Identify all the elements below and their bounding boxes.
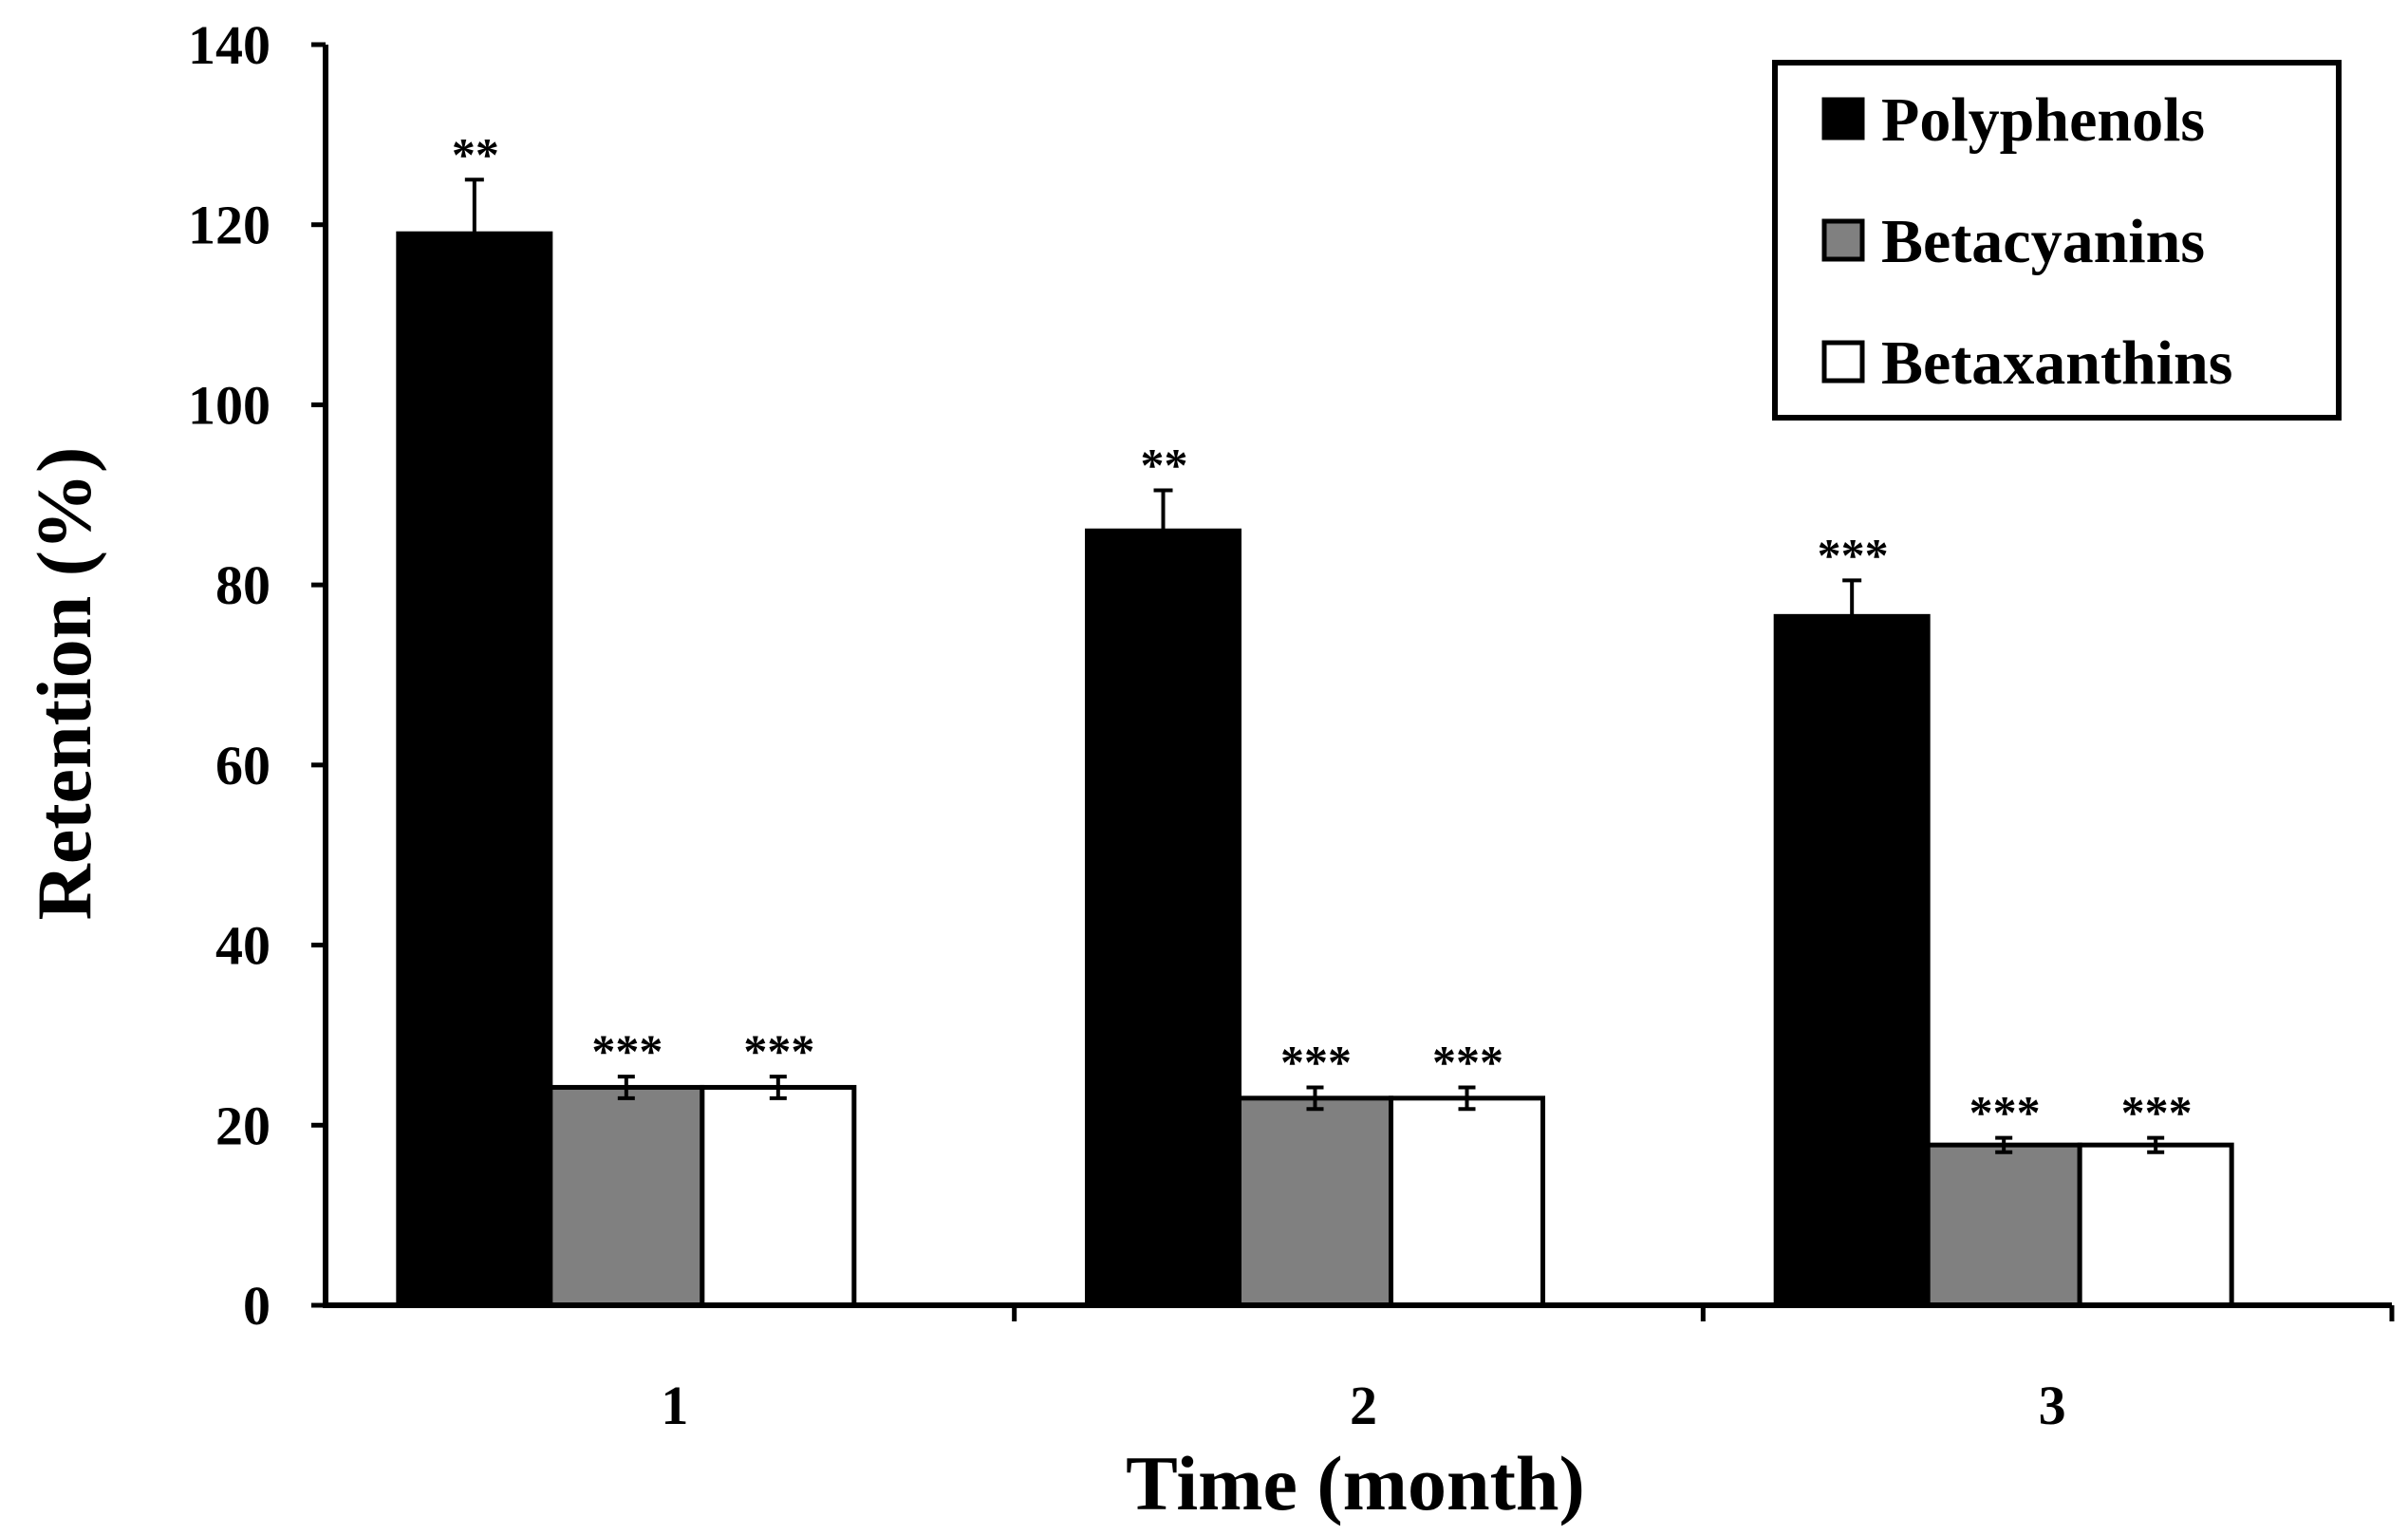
y-tick-label: 140	[188, 14, 271, 76]
bar-betaxanthins	[2077, 1142, 2234, 1308]
y-tick-label: 40	[215, 915, 271, 977]
significance-label: ***	[1969, 1086, 2041, 1139]
bar-polyphenols	[1773, 613, 1931, 1308]
legend: Polyphenols Betacyanins Betaxanthins	[1772, 60, 2342, 421]
y-tick-label: 100	[188, 374, 271, 436]
bar-polyphenols	[396, 231, 553, 1308]
significance-label: ***	[591, 1024, 663, 1077]
axes-layer	[323, 45, 2392, 1308]
bar-polyphenols	[1085, 528, 1241, 1308]
significance-label: ***	[1432, 1035, 1503, 1088]
x-tick-label: 3	[2039, 1375, 2066, 1436]
bar-betaxanthins	[700, 1084, 857, 1308]
x-axis-title: Time (month)	[1126, 1440, 1585, 1526]
y-tick-label: 0	[243, 1275, 271, 1337]
bars-layer: ***** ******** ********* ***	[396, 127, 2234, 1308]
legend-swatch-polyphenols	[1821, 97, 1865, 140]
bar-betacyanins	[1237, 1095, 1393, 1308]
legend-label-betacyanins: Betacyanins	[1881, 207, 2205, 276]
significance-label: **	[452, 127, 499, 180]
significance-label: ***	[1280, 1035, 1352, 1088]
ticks-layer: 0 20 40 60 80 100 120 140 1 2 3	[188, 14, 2395, 1436]
bar-betacyanins	[1925, 1142, 2082, 1308]
y-axis-title: Retention (%)	[21, 447, 107, 921]
legend-label-betaxanthins: Betaxanthins	[1881, 328, 2232, 398]
significance-label: ***	[1818, 528, 1889, 581]
bar-betaxanthins	[1389, 1095, 1545, 1308]
bar-betacyanins	[548, 1084, 705, 1308]
significance-label: ***	[743, 1024, 814, 1077]
x-tick-label: 2	[1350, 1375, 1377, 1436]
significance-label: **	[1141, 439, 1188, 492]
y-tick-label: 120	[188, 195, 271, 256]
x-tick-label: 1	[661, 1375, 688, 1436]
legend-frame	[1772, 60, 2342, 421]
legend-swatch-betaxanthins	[1821, 340, 1865, 384]
y-tick-label: 80	[215, 554, 271, 616]
legend-label-polyphenols: Polyphenols	[1881, 85, 2205, 155]
y-tick-label: 60	[215, 735, 271, 796]
significance-label: ***	[2121, 1086, 2193, 1139]
legend-swatch-betacyanins	[1821, 218, 1865, 262]
y-tick-label: 20	[215, 1095, 271, 1156]
